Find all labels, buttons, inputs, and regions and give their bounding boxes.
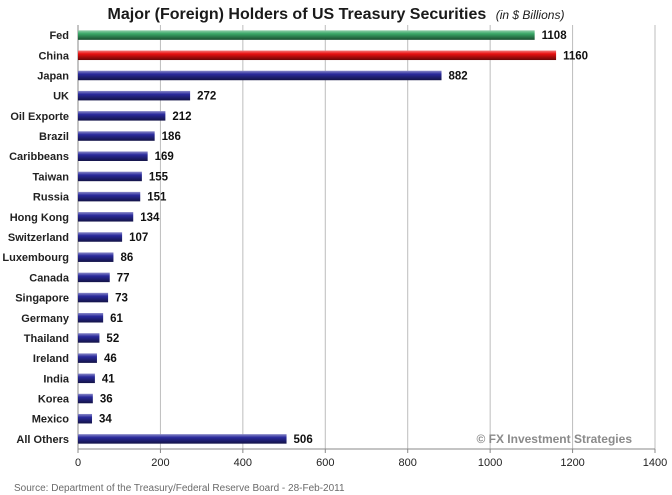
- category-label: Thailand: [24, 333, 69, 345]
- category-label: Mexico: [32, 414, 70, 426]
- category-label: Japan: [37, 70, 69, 82]
- bar: [78, 131, 155, 141]
- value-label: 134: [140, 212, 160, 224]
- category-label: Oil Exporte: [10, 111, 69, 123]
- category-label: Switzerland: [8, 232, 69, 244]
- x-tick-label: 1400: [643, 457, 667, 469]
- value-label: 46: [104, 353, 117, 365]
- category-label: China: [38, 50, 69, 62]
- value-label: 77: [117, 272, 130, 284]
- bar: [78, 90, 191, 101]
- value-label: 107: [129, 232, 148, 244]
- plot-frame: [77, 25, 655, 450]
- value-label: 882: [449, 70, 468, 82]
- value-label: 34: [99, 414, 112, 426]
- x-tick-label: 0: [75, 457, 81, 469]
- category-label: Caribbeans: [9, 151, 69, 163]
- bar: [78, 333, 100, 343]
- value-label: 41: [102, 373, 115, 385]
- bar: [78, 353, 97, 363]
- value-label: 155: [149, 171, 169, 183]
- category-label: Singapore: [15, 293, 69, 305]
- gridlines: [159, 25, 656, 449]
- bar: [78, 171, 142, 182]
- value-label: 1108: [542, 30, 568, 42]
- x-tick-label: 800: [399, 457, 417, 469]
- category-label: Germany: [21, 313, 70, 325]
- bar: [78, 292, 109, 303]
- bar: [78, 50, 557, 61]
- value-label: 61: [110, 313, 123, 325]
- bar: [78, 70, 442, 81]
- bar: [78, 413, 93, 424]
- bar: [78, 373, 95, 384]
- x-tick-label: 1200: [560, 457, 584, 469]
- category-label: Taiwan: [33, 171, 70, 183]
- category-label: Canada: [29, 272, 70, 284]
- bar: [78, 313, 104, 323]
- bar: [78, 252, 114, 262]
- category-label: Ireland: [33, 353, 69, 365]
- x-axis-ticks: 0 200 400 600 800 1000 1200 1400: [75, 449, 667, 469]
- bar: [78, 191, 141, 202]
- category-label: Hong Kong: [10, 212, 69, 224]
- source-note: Source: Department of the Treasury/Feder…: [14, 483, 345, 494]
- category-label: All Others: [16, 434, 69, 446]
- x-tick-label: 200: [151, 457, 169, 469]
- value-label: 169: [155, 151, 174, 163]
- value-label: 186: [162, 131, 181, 143]
- bar: [78, 393, 93, 404]
- value-label: 151: [147, 192, 167, 204]
- category-label: UK: [53, 91, 69, 103]
- chart-subtitle: (in $ Billions): [496, 8, 565, 22]
- category-label: Luxembourg: [2, 252, 69, 264]
- bars: [78, 30, 557, 444]
- category-labels: Fed China Japan UK Oil Exporte Brazil Caribbea…: [2, 30, 70, 446]
- value-label: 212: [172, 111, 191, 123]
- value-label: 506: [294, 434, 313, 446]
- chart-title-group: Major (Foreign) Holders of US Treasury S…: [108, 6, 565, 23]
- bar: [78, 111, 166, 121]
- category-label: Brazil: [39, 131, 69, 143]
- chart-title: Major (Foreign) Holders of US Treasury S…: [108, 6, 487, 23]
- bar: [78, 151, 148, 161]
- x-tick-label: 400: [234, 457, 252, 469]
- category-label: India: [43, 373, 70, 385]
- bar: [78, 434, 287, 444]
- value-label: 73: [115, 293, 128, 305]
- x-tick-label: 600: [316, 457, 334, 469]
- category-label: Korea: [38, 394, 70, 406]
- x-tick-label: 1000: [478, 457, 502, 469]
- bar: [78, 232, 123, 242]
- watermark: © FX Investment Strategies: [476, 432, 632, 446]
- bar: [78, 272, 110, 283]
- value-label: 36: [100, 394, 113, 406]
- bar: [78, 30, 535, 40]
- bar: [78, 212, 134, 222]
- category-label: Russia: [33, 192, 70, 204]
- category-label: Fed: [49, 30, 69, 42]
- value-label: 52: [106, 333, 119, 345]
- value-label: 1160: [563, 50, 588, 62]
- value-label: 272: [197, 91, 216, 103]
- value-label: 86: [120, 252, 133, 264]
- value-labels: 1108 1160 882 272 212 186 169 155 151 134 107 86 77 7…: [99, 30, 588, 446]
